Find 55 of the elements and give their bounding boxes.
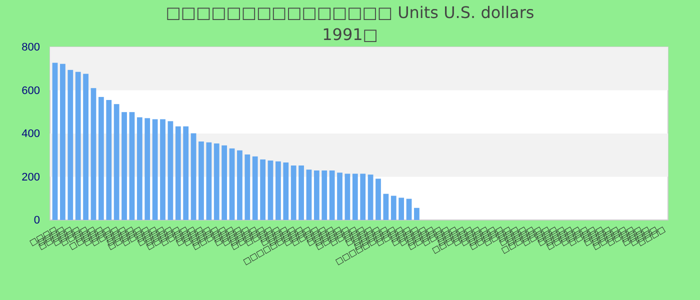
chart-title: □□□□□□□□□□□□□□□ Units U.S. dollars — [166, 3, 534, 22]
bar — [198, 142, 204, 220]
bar — [136, 117, 142, 220]
bar — [190, 133, 196, 220]
bar — [144, 118, 150, 220]
bar — [283, 162, 289, 220]
chart-subtitle: 1991□ — [322, 25, 378, 44]
bar — [206, 142, 212, 220]
bar — [368, 174, 374, 220]
bar — [398, 198, 404, 220]
y-tick-label: 400 — [22, 128, 40, 140]
bar — [314, 170, 320, 220]
bar — [244, 154, 250, 220]
y-tick-label: 800 — [22, 42, 40, 54]
bar — [68, 70, 74, 220]
bar — [129, 112, 135, 220]
bar — [214, 143, 220, 220]
bar — [52, 62, 58, 220]
bar — [260, 159, 266, 220]
bar — [406, 198, 412, 220]
bar — [160, 119, 166, 220]
bar — [252, 156, 258, 220]
bar — [352, 174, 358, 220]
bar — [75, 72, 81, 220]
bar — [290, 166, 296, 220]
bar — [175, 126, 181, 220]
bar — [383, 194, 389, 220]
bar — [106, 100, 112, 220]
bar — [168, 121, 174, 220]
y-tick-label: 200 — [22, 171, 40, 184]
bar — [122, 112, 127, 220]
bar — [229, 148, 235, 220]
bar — [60, 64, 66, 220]
bar — [344, 174, 350, 220]
bar — [98, 96, 104, 220]
bar — [183, 126, 189, 220]
bar — [222, 145, 228, 220]
bar — [237, 150, 242, 220]
bar — [376, 178, 381, 220]
bar — [268, 160, 274, 220]
y-tick-label: 0 — [34, 214, 40, 227]
bar — [306, 170, 312, 220]
bar — [114, 104, 120, 220]
bar — [329, 170, 335, 220]
bar — [83, 74, 88, 220]
bar — [360, 174, 366, 220]
bar — [90, 88, 96, 220]
y-tick-label: 600 — [22, 84, 40, 97]
bar — [275, 161, 281, 220]
bar — [414, 208, 420, 220]
bar — [298, 166, 304, 220]
bar — [337, 172, 342, 220]
bar — [390, 196, 396, 220]
bar — [322, 170, 328, 220]
bar — [152, 119, 158, 220]
